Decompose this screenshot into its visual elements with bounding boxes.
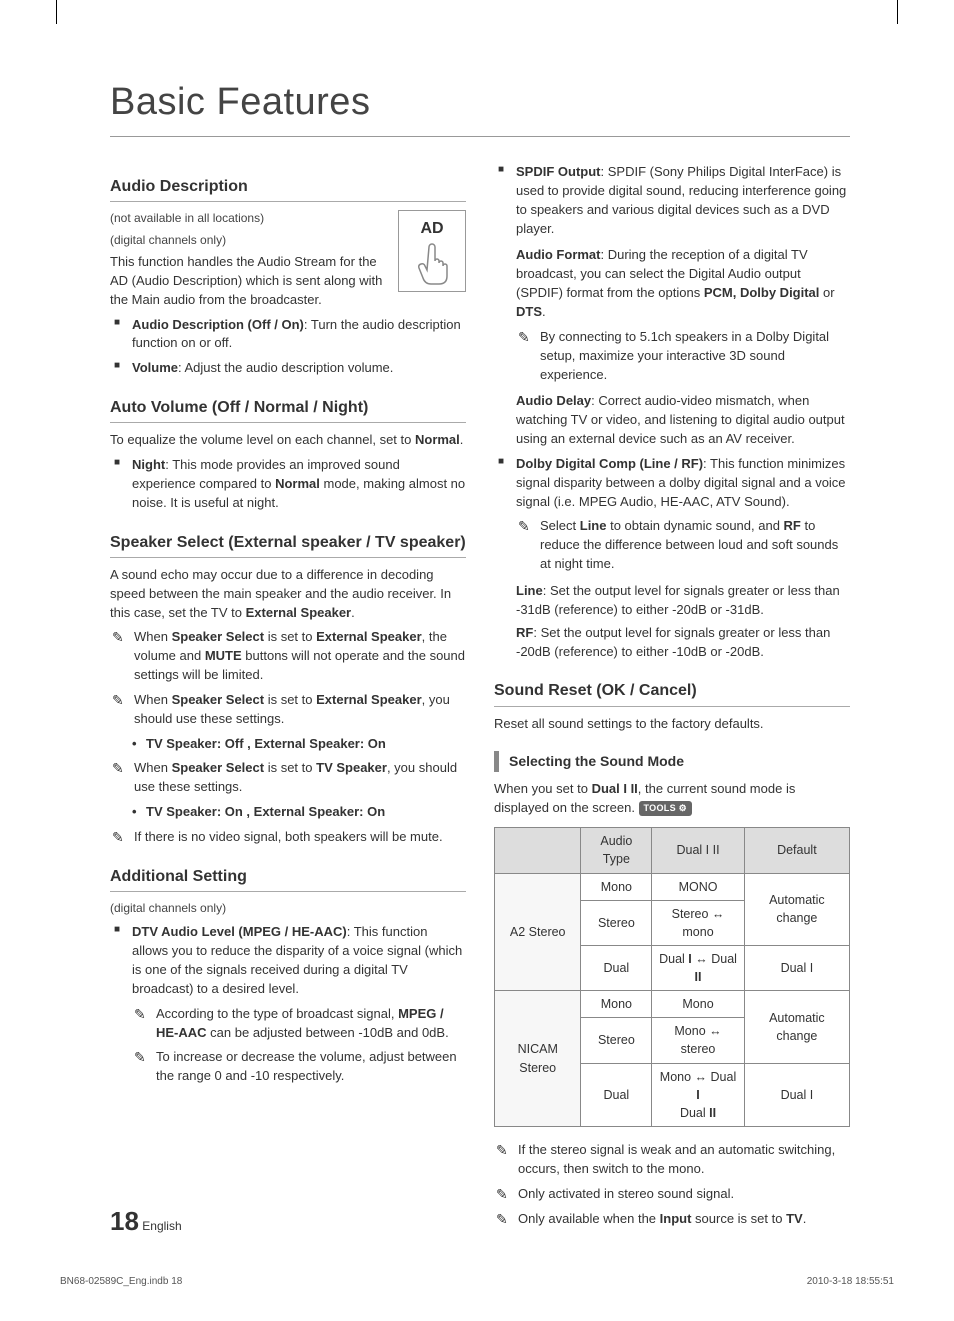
note-table-3: Only available when the Input source is …: [494, 1210, 850, 1229]
p-audio-format: Audio Format: During the reception of a …: [516, 246, 850, 321]
note-speaker-1: When Speaker Select is set to External S…: [110, 628, 466, 685]
p-line: Line: Set the output level for signals g…: [516, 582, 850, 620]
cell: Stereo: [581, 1018, 652, 1063]
left-column: Audio Description AD (not available in a…: [110, 157, 466, 1234]
sub-speaker-3: TV Speaker: On , External Speaker: On: [132, 803, 466, 822]
heading-speaker-select: Speaker Select (External speaker / TV sp…: [110, 531, 466, 558]
sound-reset-body: Reset all sound settings to the factory …: [494, 715, 850, 734]
sound-mode-body: When you set to Dual I II, the current s…: [494, 780, 850, 818]
hand-pointer-icon: [417, 243, 449, 287]
sub-speaker-2: TV Speaker: Off , External Speaker: On: [132, 735, 466, 754]
page-number: 18 English: [110, 1203, 182, 1241]
cell: Mono ↔ stereo: [652, 1018, 745, 1063]
speaker-body: A sound echo may occur due to a differen…: [110, 566, 466, 623]
page-title: Basic Features: [110, 75, 850, 137]
cell: Automatic change: [744, 991, 849, 1063]
item-night: Night: This mode provides an improved so…: [110, 456, 466, 513]
crop-marks: [0, 0, 954, 26]
auto-volume-body: To equalize the volume level on each cha…: [110, 431, 466, 450]
note-table-1: If the stereo signal is weak and an auto…: [494, 1141, 850, 1179]
footer-right: 2010-3-18 18:55:51: [807, 1275, 894, 1290]
note-table-2: Only activated in stereo sound signal.: [494, 1185, 850, 1204]
heading-sound-mode: Selecting the Sound Mode: [494, 751, 850, 771]
ad-icon: AD: [398, 210, 466, 292]
right-column: SPDIF Output: SPDIF (Sony Philips Digita…: [494, 157, 850, 1234]
note-dtv-2: To increase or decrease the volume, adju…: [132, 1048, 466, 1086]
page-number-value: 18: [110, 1206, 139, 1236]
th-audio-type: Audio Type: [581, 828, 652, 873]
cell: Mono: [581, 991, 652, 1018]
item-dolby: Dolby Digital Comp (Line / RF): This fun…: [494, 455, 850, 661]
note-speaker-4: If there is no video signal, both speake…: [110, 828, 466, 847]
item-spdif: SPDIF Output: SPDIF (Sony Philips Digita…: [494, 163, 850, 449]
row-a2: A2 Stereo: [495, 873, 581, 991]
page-content: Basic Features Audio Description AD (not…: [110, 75, 850, 1234]
th-default: Default: [744, 828, 849, 873]
ad-label: AD: [420, 220, 443, 237]
item-dtv: DTV Audio Level (MPEG / HE-AAC): This fu…: [110, 923, 466, 1086]
th-blank: [495, 828, 581, 873]
p-audio-delay: Audio Delay: Correct audio-video mismatc…: [516, 392, 850, 449]
item-ad-onoff: Audio Description (Off / On): Turn the a…: [110, 316, 466, 354]
heading-auto-volume: Auto Volume (Off / Normal / Night): [110, 396, 466, 423]
heading-audio-description: Audio Description: [110, 175, 466, 202]
text: Adjust the audio description volume.: [185, 360, 394, 375]
note-speaker-2: When Speaker Select is set to External S…: [110, 691, 466, 729]
additional-note: (digital channels only): [110, 900, 466, 917]
cell: Automatic change: [744, 873, 849, 945]
cell: MONO: [652, 873, 745, 900]
cell: Dual I: [744, 945, 849, 990]
cell: Dual: [581, 1063, 652, 1126]
cell: Mono: [581, 873, 652, 900]
cell: Stereo ↔ mono: [652, 900, 745, 945]
item-volume: Volume: Adjust the audio description vol…: [110, 359, 466, 378]
row-nicam: NICAM Stereo: [495, 991, 581, 1127]
note-af: By connecting to 5.1ch speakers in a Dol…: [516, 328, 850, 385]
cell: Dual I ↔ Dual II: [652, 945, 745, 990]
p-rf: RF: Set the output level for signals gre…: [516, 624, 850, 662]
heading-additional: Additional Setting: [110, 865, 466, 892]
note-speaker-3: When Speaker Select is set to TV Speaker…: [110, 759, 466, 797]
cell: Dual I: [744, 1063, 849, 1126]
note-dtv-1: According to the type of broadcast signa…: [132, 1005, 466, 1043]
th-dual: Dual I II: [652, 828, 745, 873]
footer-left: BN68-02589C_Eng.indb 18: [60, 1275, 182, 1290]
note-dolby: Select Line to obtain dynamic sound, and…: [516, 517, 850, 574]
cell: Dual: [581, 945, 652, 990]
sound-mode-table: Audio Type Dual I II Default A2 Stereo M…: [494, 827, 850, 1127]
cell: Stereo: [581, 900, 652, 945]
page-lang: English: [142, 1219, 181, 1233]
tools-badge: TOOLS ⚙: [639, 801, 693, 816]
heading-sound-reset: Sound Reset (OK / Cancel): [494, 679, 850, 706]
cell: Mono ↔ Dual IDual II: [652, 1063, 745, 1126]
cell: Mono: [652, 991, 745, 1018]
